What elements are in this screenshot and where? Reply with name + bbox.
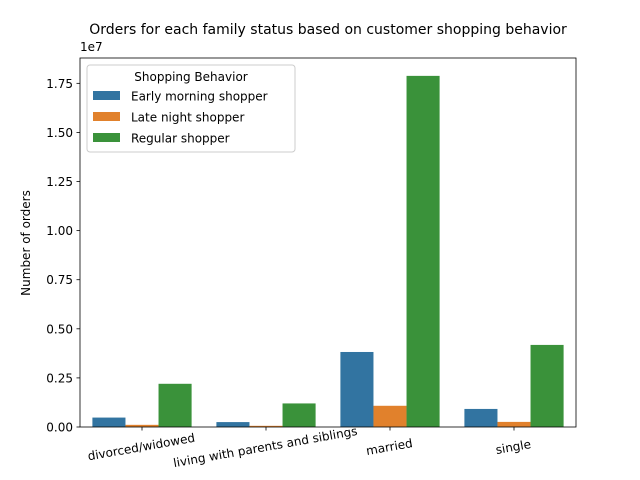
bar-0-2 — [340, 351, 374, 427]
bar-0-0 — [92, 417, 126, 427]
x-tick-label: living with parents and siblings — [172, 424, 358, 470]
y-tick-label: 0.50 — [46, 322, 73, 336]
legend-label-2: Regular shopper — [131, 132, 230, 146]
bar-2-1 — [282, 403, 316, 427]
y-tick-label: 1.00 — [46, 224, 73, 238]
bar-1-3 — [497, 421, 531, 427]
chart-title: Orders for each family status based on c… — [89, 22, 567, 38]
legend: Shopping Behavior Early morning shopper La… — [86, 64, 296, 153]
legend-label-0: Early morning shopper — [131, 90, 268, 104]
y-axis: 0.00 0.25 0.50 0.75 1.00 1.25 1.50 1.75 — [46, 77, 80, 435]
legend-label-1: Late night shopper — [131, 111, 244, 125]
legend-frame — [86, 64, 296, 153]
legend-title: Shopping Behavior — [134, 70, 248, 84]
bar-1-1 — [249, 425, 283, 427]
y-axis-label: Number of orders — [19, 190, 33, 296]
bars-group — [92, 75, 564, 428]
legend-swatch-1 — [93, 112, 120, 121]
plot-frame — [79, 57, 577, 428]
y-tick-label: 1.75 — [46, 77, 73, 91]
bar-2-0 — [158, 383, 192, 427]
x-tick-label: married — [365, 436, 414, 458]
y-tick-label: 1.25 — [46, 175, 73, 189]
legend-swatch-2 — [93, 133, 120, 142]
y-tick-label: 1.50 — [46, 126, 73, 140]
bar-2-3 — [530, 344, 564, 427]
y-axis-offset-label: 1e7 — [80, 40, 103, 54]
bar-2-2 — [406, 75, 440, 428]
legend-swatch-0 — [93, 91, 120, 100]
y-tick-label: 0.75 — [46, 273, 73, 287]
y-tick-label: 0.00 — [46, 421, 73, 435]
bar-1-2 — [373, 405, 407, 427]
bar-0-1 — [216, 422, 250, 427]
x-tick-label: single — [495, 437, 532, 457]
bar-0-3 — [464, 408, 498, 427]
y-tick-label: 0.25 — [46, 371, 73, 385]
bar-1-0 — [125, 424, 159, 427]
